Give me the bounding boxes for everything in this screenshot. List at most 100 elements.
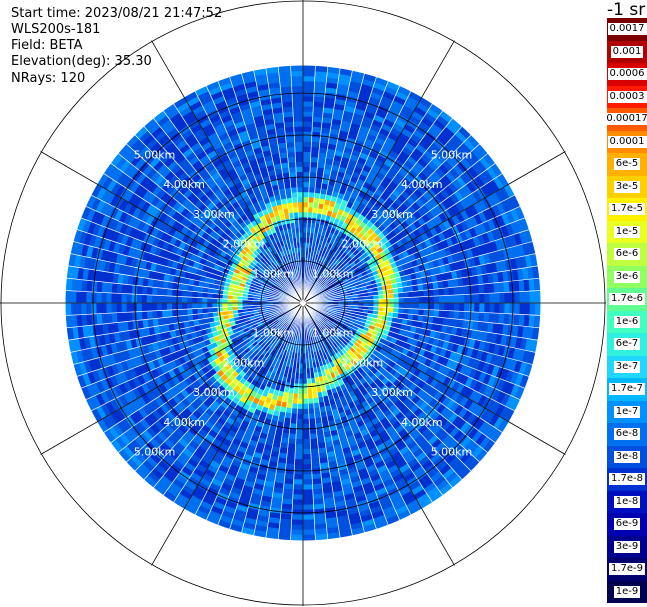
range-gate-cell bbox=[380, 122, 393, 133]
range-gate-cell bbox=[448, 287, 455, 296]
range-gate-cell bbox=[424, 431, 436, 443]
range-gate-cell bbox=[326, 334, 332, 341]
range-gate-cell bbox=[408, 91, 422, 103]
range-gate-cell bbox=[491, 365, 501, 378]
range-gate-cell bbox=[413, 308, 420, 316]
range-gate-cell bbox=[330, 343, 336, 350]
range-gate-cell bbox=[427, 127, 440, 139]
range-gate-cell bbox=[505, 395, 516, 409]
range-gate-cell bbox=[303, 252, 306, 258]
range-gate-cell bbox=[329, 174, 338, 182]
range-gate-cell bbox=[463, 195, 474, 208]
range-gate-cell bbox=[292, 489, 303, 496]
range-gate-cell bbox=[424, 163, 436, 175]
range-gate-cell bbox=[320, 187, 328, 195]
range-gate-cell bbox=[479, 303, 486, 313]
range-gate-cell bbox=[378, 306, 385, 312]
range-gate-cell bbox=[384, 510, 398, 520]
range-gate-cell bbox=[303, 383, 308, 390]
range-gate-cell bbox=[469, 215, 479, 228]
range-gate-cell bbox=[311, 126, 322, 133]
range-gate-cell bbox=[380, 145, 392, 155]
range-gate-cell bbox=[369, 505, 383, 515]
range-gate-cell bbox=[494, 303, 501, 314]
range-gate-cell bbox=[314, 75, 327, 83]
range-gate-cell bbox=[407, 413, 418, 424]
range-gate-cell bbox=[463, 138, 476, 152]
range-gate-cell bbox=[413, 188, 424, 199]
range-gate-cell bbox=[385, 136, 397, 146]
range-gate-cell bbox=[519, 217, 529, 232]
range-gate-cell bbox=[385, 482, 398, 493]
range-gate-cell bbox=[310, 227, 315, 234]
range-gate-cell bbox=[391, 282, 399, 289]
range-gate-cell bbox=[317, 202, 325, 210]
range-gate-cell bbox=[347, 267, 355, 273]
range-gate-cell bbox=[332, 280, 339, 286]
range-gate-cell bbox=[303, 519, 315, 526]
range-gate-cell bbox=[373, 295, 380, 300]
range-gate-cell bbox=[312, 268, 316, 275]
range-gate-cell bbox=[441, 396, 452, 408]
range-gate-cell bbox=[380, 280, 388, 287]
range-gate-cell bbox=[450, 360, 459, 371]
range-gate-cell bbox=[353, 297, 359, 301]
range-gate-cell bbox=[417, 216, 427, 227]
range-gate-cell bbox=[310, 156, 319, 163]
range-gate-cell bbox=[398, 303, 405, 309]
range-gate-cell bbox=[65, 278, 73, 291]
range-gate-cell bbox=[357, 467, 369, 477]
range-gate-cell bbox=[315, 329, 320, 336]
range-gate-cell bbox=[324, 287, 331, 292]
range-gate-cell bbox=[360, 477, 372, 486]
range-gate-cell bbox=[505, 369, 515, 383]
range-gate-cell bbox=[303, 176, 310, 183]
range-gate-cell bbox=[329, 338, 336, 345]
range-gate-cell bbox=[388, 446, 400, 457]
range-gate-cell bbox=[477, 199, 488, 212]
range-gate-cell bbox=[497, 173, 509, 188]
range-gate-cell bbox=[446, 206, 457, 218]
range-gate-cell bbox=[426, 322, 434, 331]
range-gate-cell bbox=[322, 111, 334, 119]
range-gate-cell bbox=[453, 404, 465, 416]
range-gate-cell bbox=[431, 438, 443, 450]
range-gate-cell bbox=[327, 296, 334, 300]
range-gate-cell bbox=[497, 271, 505, 283]
range-gate-cell bbox=[416, 362, 425, 372]
range-gate-cell bbox=[314, 192, 321, 199]
range-gate-cell bbox=[466, 412, 477, 425]
range-gate-cell bbox=[374, 77, 389, 87]
range-gate-cell bbox=[120, 293, 127, 303]
range-gate-cell bbox=[339, 273, 346, 279]
range-gate-cell bbox=[314, 275, 319, 282]
range-gate-cell bbox=[358, 324, 365, 330]
range-gate-cell bbox=[467, 442, 480, 456]
range-gate-cell bbox=[371, 118, 384, 129]
range-gate-cell bbox=[312, 121, 323, 128]
range-gate-cell bbox=[437, 148, 450, 161]
range-gate-cell bbox=[360, 120, 372, 129]
range-gate-cell bbox=[377, 413, 387, 422]
range-gate-cell bbox=[368, 500, 381, 510]
range-gate-cell bbox=[331, 290, 338, 294]
range-gate-cell bbox=[333, 245, 340, 253]
range-gate-cell bbox=[444, 141, 457, 154]
range-gate-cell bbox=[519, 374, 529, 389]
range-gate-cell bbox=[473, 284, 480, 295]
range-gate-cell bbox=[303, 393, 309, 400]
range-gate-cell bbox=[447, 279, 454, 288]
range-gate-cell bbox=[420, 414, 431, 425]
range-gate-cell bbox=[460, 436, 472, 449]
range-gate-cell bbox=[414, 271, 422, 279]
range-gate-cell bbox=[510, 208, 520, 222]
range-gate-cell bbox=[329, 331, 336, 338]
range-gate-cell bbox=[483, 439, 496, 453]
range-gate-cell bbox=[397, 428, 409, 439]
range-gate-cell bbox=[303, 131, 312, 137]
range-gate-cell bbox=[477, 222, 488, 235]
range-gate-cell bbox=[426, 449, 439, 461]
range-gate-cell bbox=[368, 150, 379, 160]
range-gate-cell bbox=[292, 499, 303, 506]
range-gate-cell bbox=[460, 385, 470, 397]
